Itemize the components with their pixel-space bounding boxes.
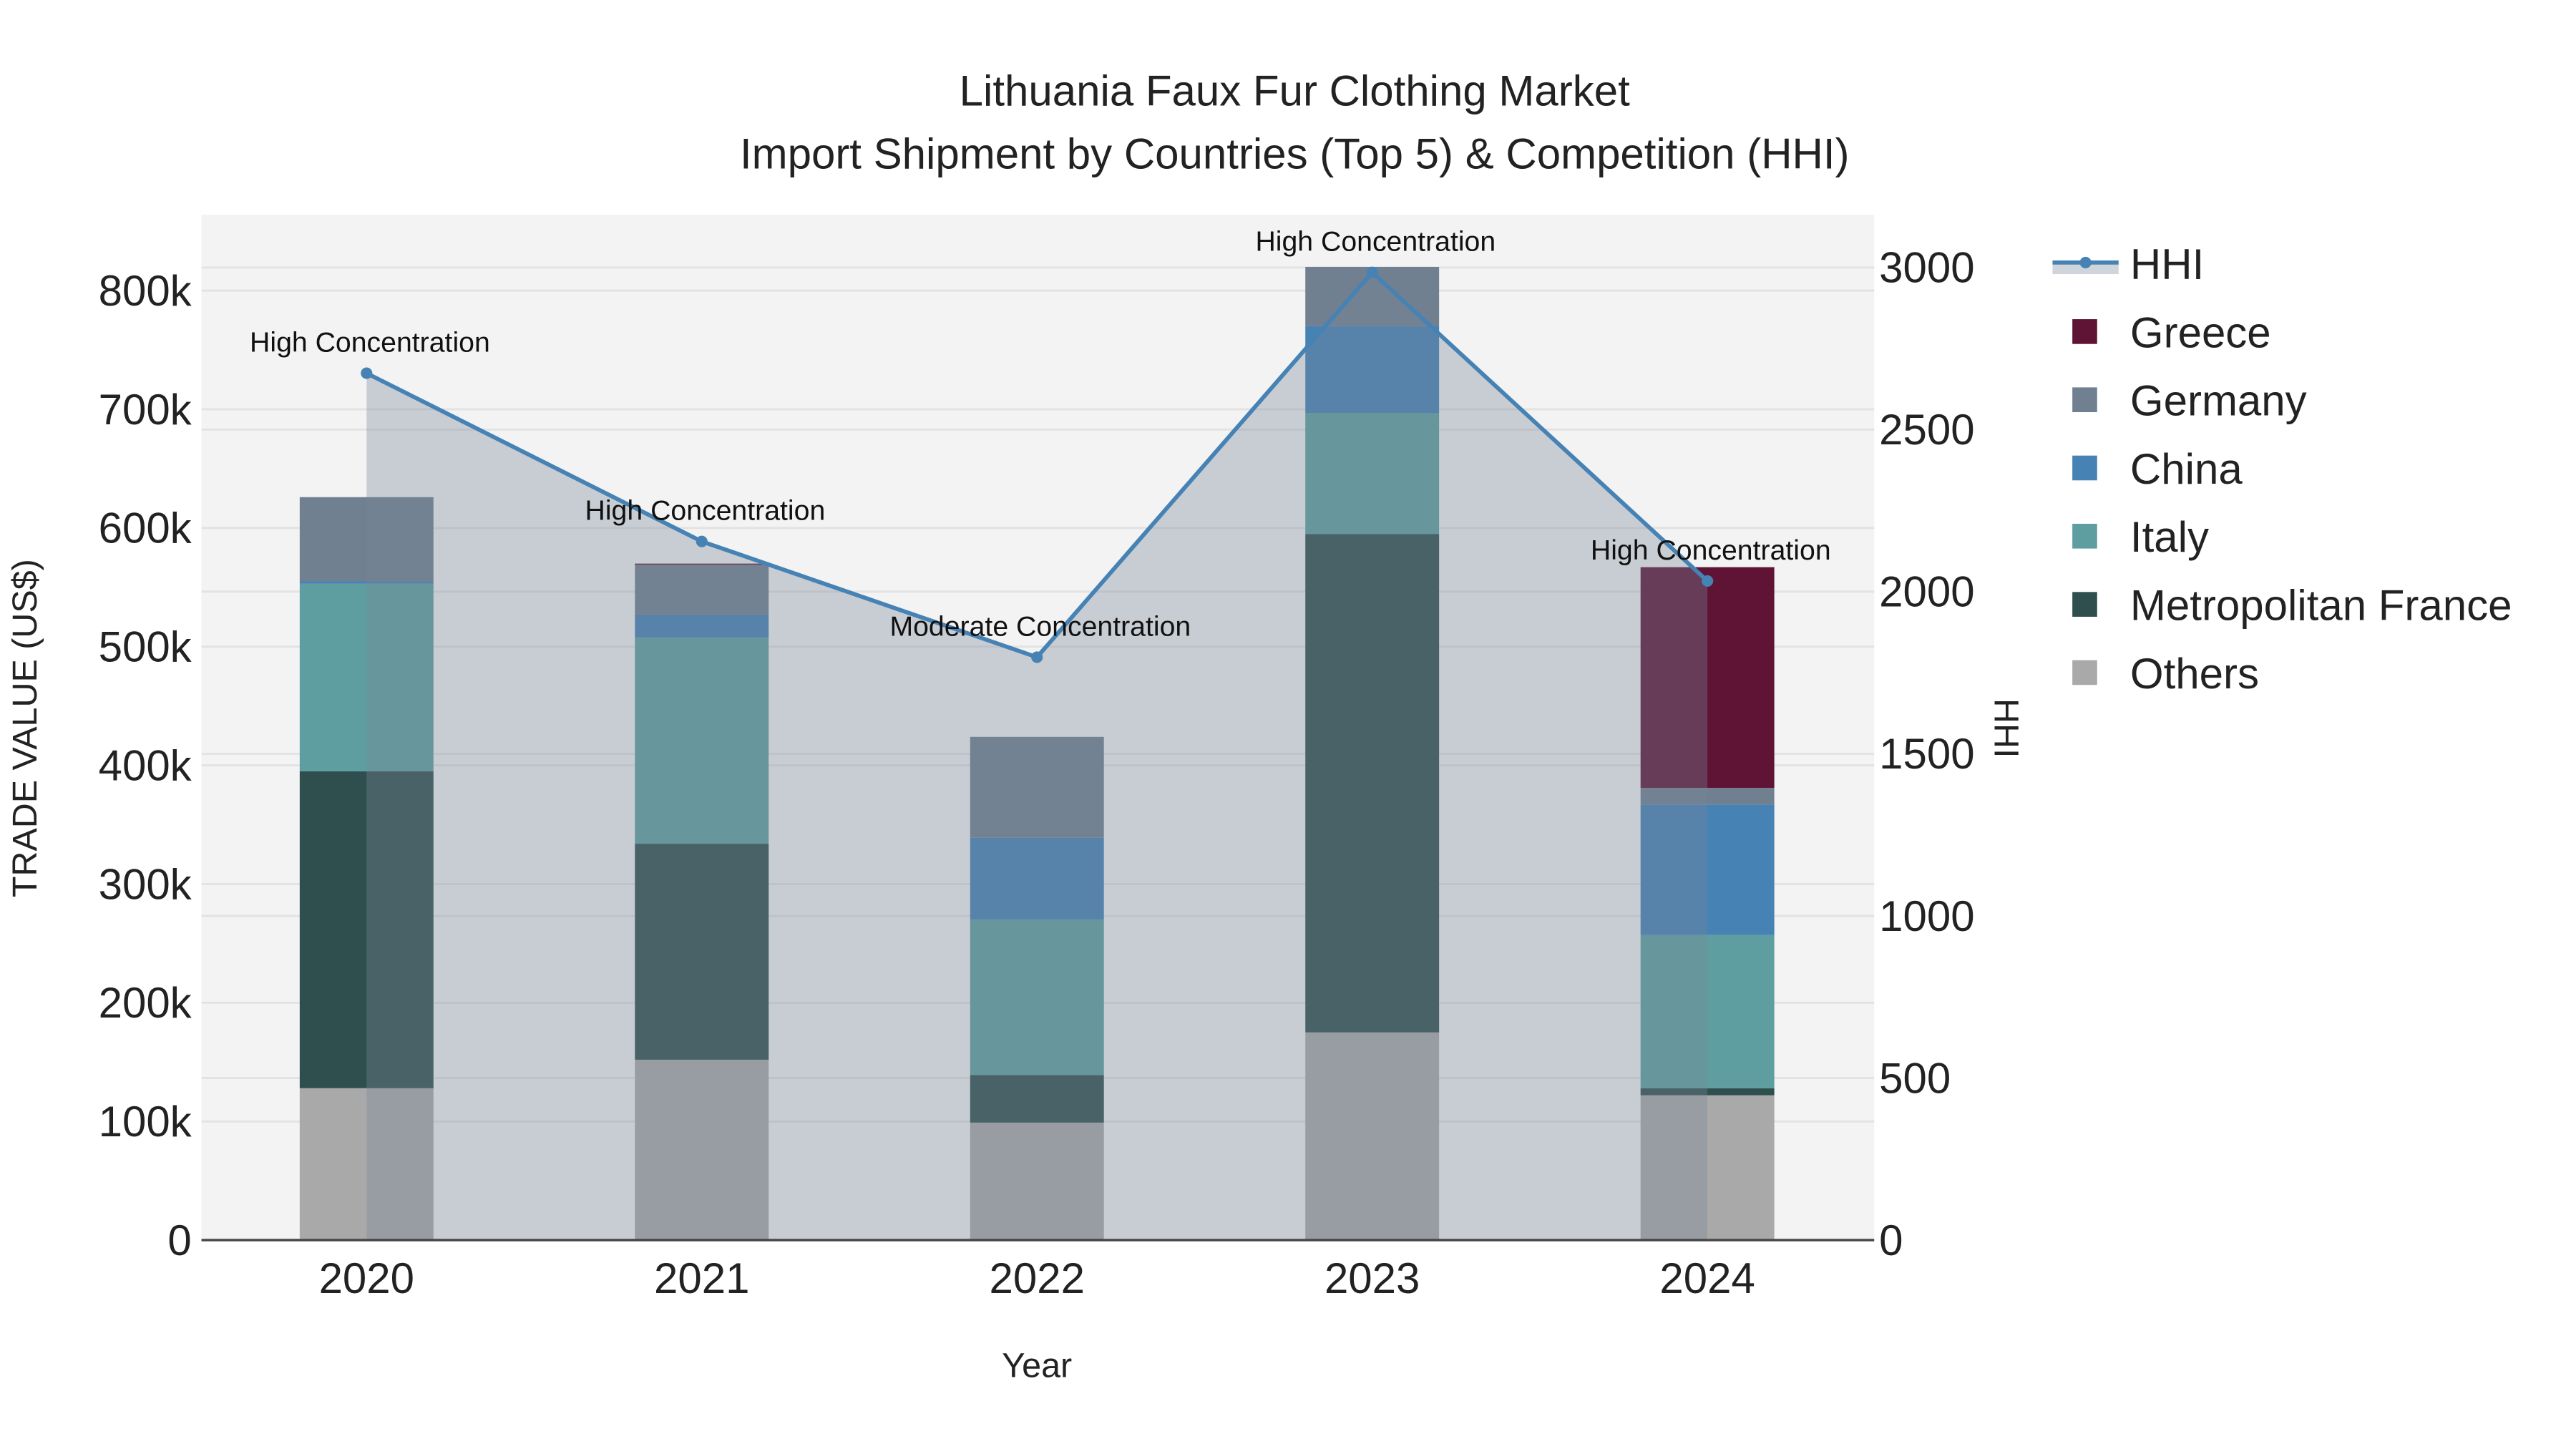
bar-others-2021[interactable]: [635, 1059, 769, 1241]
bar-metropolitan-france-2023[interactable]: [1305, 534, 1440, 1033]
bar-italy-2024[interactable]: [1640, 935, 1775, 1088]
x-tick-label: 2022: [989, 1254, 1084, 1302]
y-tick-label: 100k: [99, 1098, 192, 1146]
y2-tick-label: 1500: [1879, 730, 1974, 778]
x-tick-label: 2021: [654, 1254, 749, 1302]
legend-marker: [2079, 256, 2092, 268]
legend-swatch: [2072, 387, 2097, 412]
legend-label: Italy: [2130, 513, 2209, 561]
bar-others-2022[interactable]: [970, 1122, 1104, 1241]
y-tick-label: 500k: [99, 623, 192, 671]
hhi-annotation: High Concentration: [585, 495, 826, 527]
bar-china-2024[interactable]: [1640, 804, 1775, 935]
hhi-point-2024[interactable]: [1702, 575, 1714, 587]
y-tick-label: 800k: [99, 267, 192, 315]
x-axis-title: Year: [1002, 1347, 1072, 1385]
bar-others-2023[interactable]: [1305, 1032, 1440, 1241]
y-axis-title: TRADE VALUE (US$): [6, 559, 44, 897]
y2-tick-label: 1000: [1879, 892, 1974, 940]
bar-metropolitan-france-2022[interactable]: [970, 1075, 1104, 1123]
y2-tick-label: 0: [1879, 1216, 1903, 1264]
bar-metropolitan-france-2021[interactable]: [635, 844, 769, 1060]
hhi-annotation: High Concentration: [1591, 535, 1831, 566]
bar-greece-2021[interactable]: [635, 563, 769, 565]
bar-italy-2020[interactable]: [299, 583, 434, 771]
y-tick-label: 600k: [99, 504, 192, 552]
bar-china-2023[interactable]: [1305, 326, 1440, 413]
bar-metropolitan-france-2020[interactable]: [299, 771, 434, 1088]
legend-item-china[interactable]: China: [2072, 445, 2243, 493]
bar-others-2020[interactable]: [299, 1088, 434, 1241]
legend-label: Greece: [2130, 308, 2271, 356]
bar-china-2020[interactable]: [299, 581, 434, 584]
bar-germany-2021[interactable]: [635, 565, 769, 615]
y2-tick-label: 2000: [1879, 568, 1974, 616]
y-tick-label: 700k: [99, 386, 192, 434]
legend-item-metropolitan-france[interactable]: Metropolitan France: [2072, 582, 2512, 630]
legend-swatch: [2072, 319, 2097, 344]
x-tick-label: 2023: [1324, 1254, 1420, 1302]
bar-china-2022[interactable]: [970, 837, 1104, 920]
bar-germany-2024[interactable]: [1640, 788, 1775, 805]
legend-item-greece[interactable]: Greece: [2072, 308, 2271, 356]
hhi-annotation: High Concentration: [250, 327, 490, 358]
x-tick-label: 2024: [1659, 1254, 1755, 1302]
legend-swatch: [2072, 455, 2097, 481]
y2-tick-label: 500: [1879, 1054, 1951, 1102]
legend-item-italy[interactable]: Italy: [2072, 513, 2209, 561]
legend-item-germany[interactable]: Germany: [2072, 377, 2307, 425]
y-tick-label: 400k: [99, 741, 192, 789]
legend-area-swatch: [2052, 264, 2119, 275]
hhi-annotation: High Concentration: [1255, 226, 1496, 258]
y2-axis-title: HHI: [1987, 698, 2026, 758]
hhi-annotation: Moderate Concentration: [889, 610, 1191, 642]
x-tick-label: 2020: [319, 1254, 414, 1302]
bar-china-2021[interactable]: [635, 614, 769, 638]
bar-germany-2022[interactable]: [970, 736, 1104, 838]
bar-germany-2020[interactable]: [299, 497, 434, 582]
hhi-point-2023[interactable]: [1366, 266, 1378, 278]
legend-label: Germany: [2130, 377, 2307, 425]
legend-item-hhi[interactable]: HHI: [2052, 240, 2204, 288]
hhi-area: [366, 272, 1708, 1241]
hhi-point-2020[interactable]: [361, 367, 373, 379]
legend-swatch: [2072, 592, 2097, 617]
legend-swatch: [2072, 660, 2097, 686]
y2-tick-label: 2500: [1879, 406, 1974, 454]
bar-metropolitan-france-2024[interactable]: [1640, 1088, 1775, 1096]
legend-label: HHI: [2130, 240, 2204, 288]
legend-label: China: [2130, 445, 2243, 493]
y-tick-label: 200k: [99, 979, 192, 1027]
y2-tick-label: 3000: [1879, 244, 1974, 292]
legend-label: Others: [2130, 650, 2259, 698]
legend-label: Metropolitan France: [2130, 582, 2512, 630]
legend-swatch: [2072, 524, 2097, 549]
chart-subtitle: Import Shipment by Countries (Top 5) & C…: [740, 130, 1850, 177]
bar-greece-2024[interactable]: [1640, 567, 1775, 789]
bar-italy-2022[interactable]: [970, 919, 1104, 1075]
bar-italy-2023[interactable]: [1305, 412, 1440, 535]
y-tick-label: 0: [167, 1216, 191, 1264]
bar-others-2024[interactable]: [1640, 1095, 1775, 1241]
hhi-point-2022[interactable]: [1031, 651, 1043, 663]
chart-title: Lithuania Faux Fur Clothing Market: [960, 67, 1630, 115]
y-tick-label: 300k: [99, 860, 192, 908]
bar-italy-2021[interactable]: [635, 637, 769, 844]
legend-item-others[interactable]: Others: [2072, 650, 2259, 698]
hhi-point-2021[interactable]: [696, 535, 708, 547]
